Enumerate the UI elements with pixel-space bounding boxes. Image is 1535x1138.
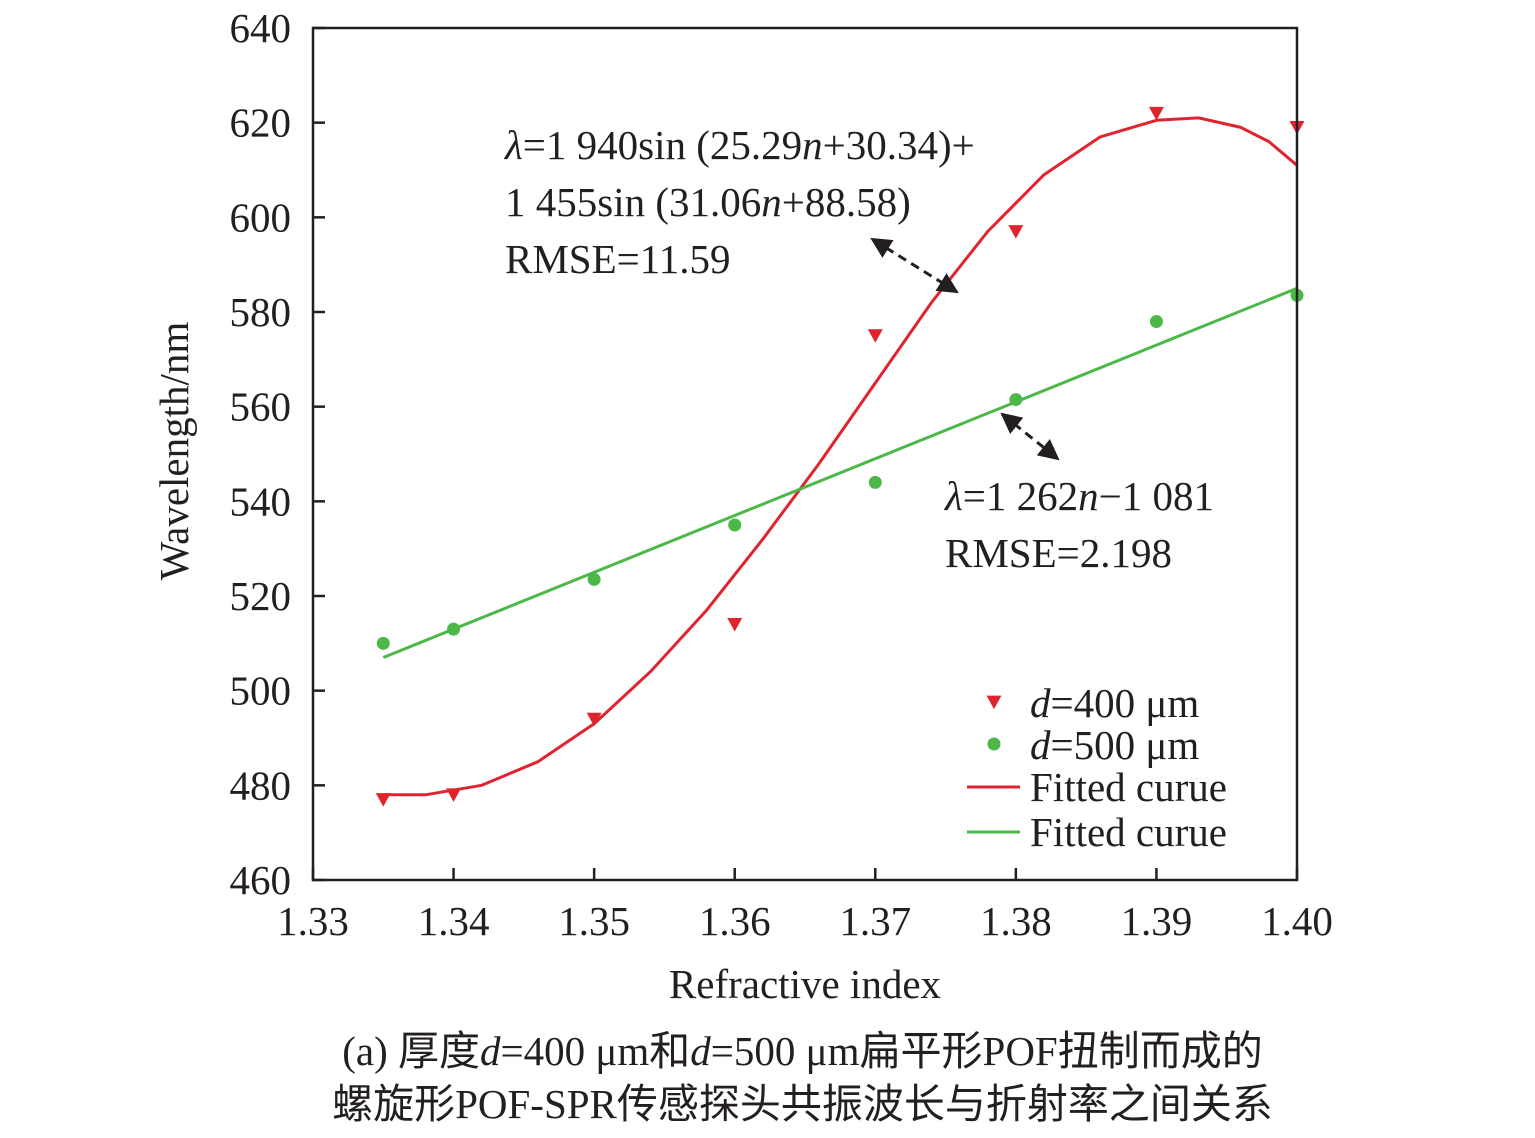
y-tick-label: 540	[230, 478, 292, 524]
annotations: λ=1 940sin (25.29n+30.34)+1 455sin (31.0…	[504, 122, 1214, 576]
point-d400	[1008, 225, 1024, 239]
point-d500	[868, 475, 882, 489]
x-tick-label: 1.35	[558, 898, 630, 944]
annotation-text-part: λ	[944, 473, 963, 519]
point-d400	[446, 788, 462, 802]
y-tick-label: 460	[230, 857, 292, 903]
plot-frame	[311, 26, 1299, 882]
annotation-text-part: 1 455sin (31.06	[505, 179, 761, 225]
annotation-text-part: −1 081	[1099, 473, 1214, 519]
point-d500	[1149, 314, 1163, 328]
annotation-0-line-2: RMSE=11.59	[505, 236, 731, 282]
caption-segment: (a) 厚度	[342, 1028, 481, 1074]
annotation-text-part: n	[802, 122, 823, 168]
caption-segment: =400 μm和	[500, 1028, 691, 1074]
legend-label: Fitted curue	[1030, 764, 1227, 810]
point-d500	[728, 518, 742, 532]
legend-label-var: d	[1030, 680, 1051, 726]
point-d400	[586, 712, 602, 727]
y-tick-label: 520	[230, 573, 292, 619]
x-tick-label: 1.36	[699, 898, 771, 944]
annotation-arrow-sine	[870, 237, 959, 294]
point-d400	[375, 793, 391, 807]
fitted-curves	[382, 116, 1298, 797]
x-tick-label: 1.38	[980, 898, 1052, 944]
annotation-text-part: n	[1078, 473, 1099, 519]
y-tick-label: 560	[230, 384, 292, 430]
x-tick-label: 1.39	[1121, 898, 1193, 944]
point-d400	[727, 618, 743, 632]
x-tick-label: 1.40	[1261, 898, 1333, 944]
annotation-text-part: +88.58)	[782, 179, 911, 225]
y-tick-label: 600	[230, 194, 292, 240]
y-tick-label: 620	[230, 100, 292, 146]
annotation-text-part: =1 940sin (25.29	[523, 122, 802, 168]
y-tick-label: 580	[230, 289, 292, 335]
y-tick-label: 640	[230, 5, 292, 51]
fitted-curve-d500	[382, 286, 1298, 659]
figure-caption-line-1: (a) 厚度d=400 μm和d=500 μm扁平形POF扭制而成的	[35, 1025, 1535, 1077]
legend-label-value: =500 μm	[1051, 722, 1200, 768]
annotation-text-part: +30.34)+	[823, 122, 975, 168]
axis-ticks: 1.33 1.34 1.35 1.36 1.37 1.38 1.39 1.40 460 480 50…	[230, 5, 1333, 944]
fitted-curve-d400	[383, 116, 1298, 797]
annotation-arrow-linear	[1000, 412, 1060, 461]
point-d500	[1009, 393, 1023, 407]
caption-segment: d	[480, 1028, 501, 1074]
legend-marker-d400	[986, 695, 1002, 710]
annotation-text-part: λ	[504, 122, 523, 168]
point-d500	[376, 636, 390, 650]
caption-segment: d	[690, 1028, 711, 1074]
x-axis-title: Refractive index	[669, 961, 941, 1007]
point-d400	[1148, 106, 1164, 121]
annotation-1-line-1: RMSE=2.198	[945, 530, 1172, 576]
annotation-0-line-0: λ=1 940sin (25.29n+30.34)+	[504, 122, 975, 168]
annotation-0-line-1: 1 455sin (31.06n+88.58)	[505, 179, 911, 225]
y-tick-label: 480	[230, 762, 292, 808]
figure-caption-line-2: 螺旋形POF-SPR传感探头共振波长与折射率之间关系	[332, 1081, 1273, 1127]
annotation-arrows	[870, 237, 1060, 461]
annotation-text-part: =1 262	[963, 473, 1078, 519]
legend-label-value: =400 μm	[1051, 680, 1200, 726]
x-tick-label: 1.37	[839, 898, 911, 944]
point-d500	[447, 622, 461, 636]
legend-label: d=400 μm	[1030, 680, 1199, 726]
annotation-text-part: RMSE=11.59	[505, 236, 731, 282]
point-d400	[867, 329, 883, 343]
y-tick-label: 500	[230, 668, 292, 714]
caption-segment: =500 μm扁平形POF扭制而成的	[710, 1028, 1263, 1074]
annotation-text-part: RMSE=2.198	[945, 530, 1172, 576]
point-d500	[587, 572, 601, 586]
legend-label: d=500 μm	[1030, 722, 1199, 768]
chart: 1.33 1.34 1.35 1.36 1.37 1.38 1.39 1.40 460 480 50…	[151, 5, 1333, 1007]
legend-label-var: d	[1030, 722, 1051, 768]
legend-marker-d500	[987, 737, 1001, 751]
x-tick-label: 1.33	[277, 898, 349, 944]
y-axis-title: Wavelength/nm	[151, 322, 197, 581]
annotation-1-line-0: λ=1 262n−1 081	[944, 473, 1214, 519]
x-tick-label: 1.34	[418, 898, 490, 944]
legend-label: Fitted curue	[1030, 809, 1227, 855]
annotation-text-part: n	[761, 179, 782, 225]
